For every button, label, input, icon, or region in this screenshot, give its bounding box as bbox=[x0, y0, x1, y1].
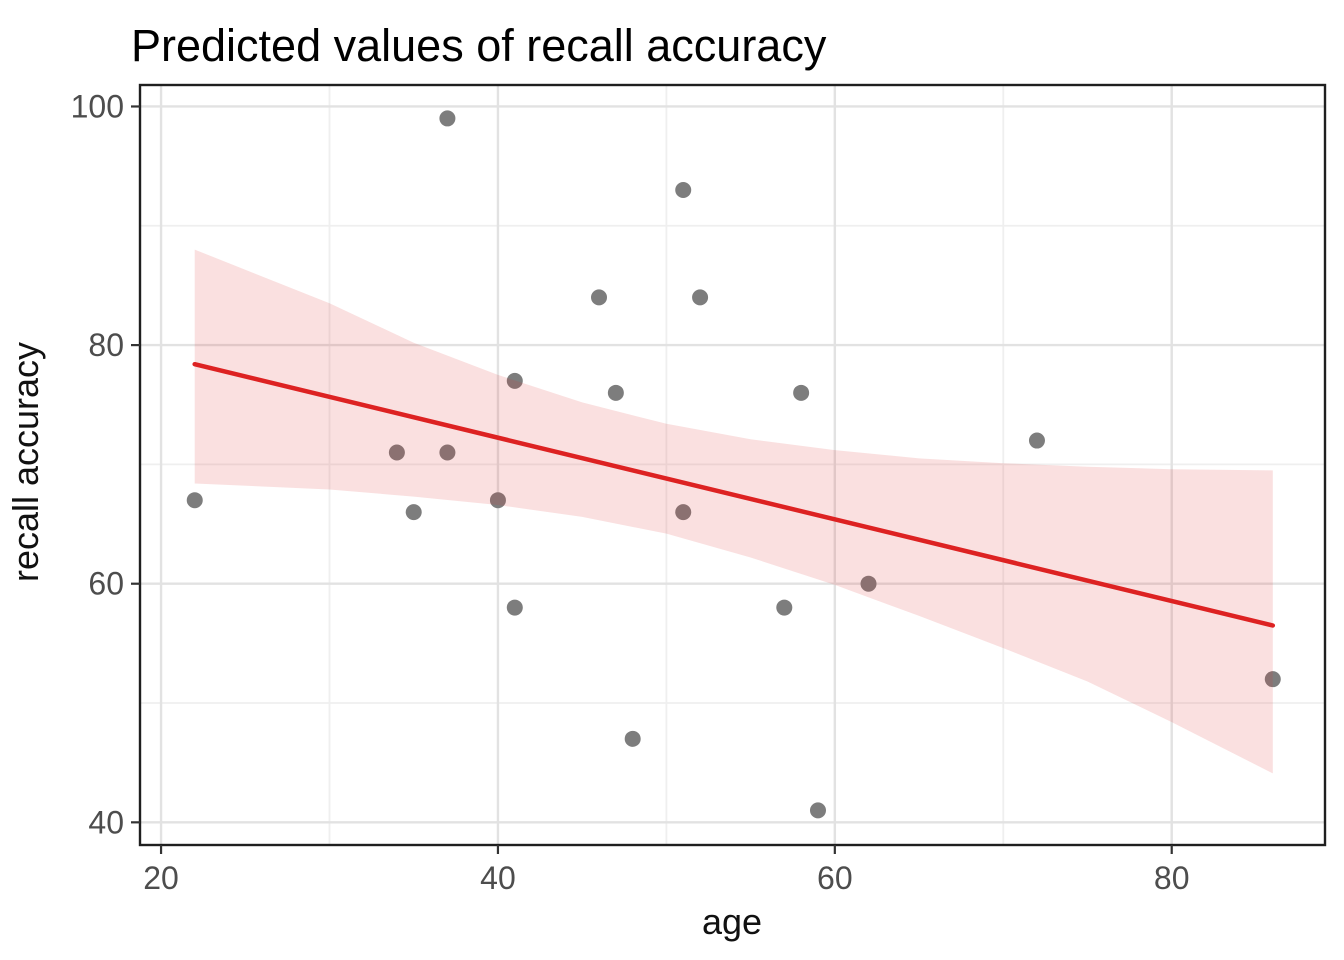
major-gridlines bbox=[140, 85, 1325, 845]
panel-border bbox=[138, 83, 1327, 847]
x-tick-label: 20 bbox=[143, 860, 179, 896]
data-point bbox=[860, 575, 877, 592]
chart-title: Predicted values of recall accuracy bbox=[131, 20, 827, 71]
data-point bbox=[624, 730, 641, 747]
data-point bbox=[186, 492, 203, 509]
y-tick-label: 40 bbox=[88, 804, 124, 840]
data-point bbox=[405, 504, 422, 521]
data-point bbox=[388, 444, 405, 461]
data-point bbox=[506, 599, 523, 616]
y-axis-title: recall accuracy bbox=[5, 342, 46, 582]
regression-line bbox=[192, 361, 1276, 628]
data-point bbox=[607, 384, 624, 401]
data-point bbox=[675, 181, 692, 198]
data-point bbox=[591, 289, 608, 306]
data-point bbox=[692, 289, 709, 306]
x-tick-label: 40 bbox=[480, 860, 516, 896]
data-point bbox=[489, 492, 506, 509]
minor-gridlines bbox=[140, 85, 1325, 845]
x-axis-title: age bbox=[702, 901, 762, 942]
x-axis-ticks: 20 40 60 80 bbox=[143, 845, 1190, 896]
data-point bbox=[809, 802, 826, 819]
x-tick-label: 80 bbox=[1154, 860, 1190, 896]
y-tick-label: 100 bbox=[71, 88, 124, 124]
x-tick-label: 60 bbox=[817, 860, 853, 896]
data-point bbox=[776, 599, 793, 616]
data-point bbox=[675, 504, 692, 521]
data-point bbox=[793, 384, 810, 401]
data-point bbox=[506, 372, 523, 389]
data-points bbox=[186, 110, 1281, 819]
y-tick-label: 60 bbox=[88, 566, 124, 602]
data-point bbox=[439, 444, 456, 461]
y-axis-ticks: 40 60 80 100 bbox=[71, 88, 140, 840]
y-tick-label: 80 bbox=[88, 327, 124, 363]
data-point bbox=[1264, 671, 1281, 688]
data-point bbox=[439, 110, 456, 127]
confidence-band bbox=[194, 249, 1273, 774]
data-point bbox=[1028, 432, 1045, 449]
